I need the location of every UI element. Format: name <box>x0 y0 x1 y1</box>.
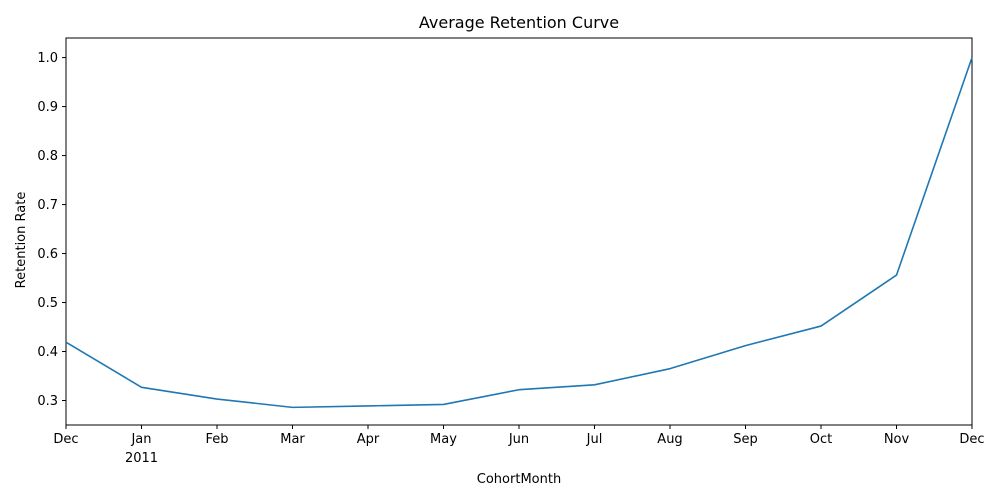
x-tick-label: Sep <box>733 432 758 447</box>
x-tick-label: Dec <box>53 432 78 447</box>
chart-title: Average Retention Curve <box>419 13 619 32</box>
x-tick-label: Nov <box>884 432 910 447</box>
series-line <box>65 57 973 409</box>
plot-area: 0.3 0.4 0.5 0.6 0.7 0.8 0.9 1.0 Dec Jan 2011 Feb Mar… <box>37 37 985 466</box>
x-axis-label: CohortMonth <box>477 472 561 487</box>
y-tick-label: 0.5 <box>37 296 58 311</box>
x-tick-label: Jun <box>508 432 529 447</box>
x-tick-label: Jan <box>130 432 151 447</box>
y-axis-label: Retention Rate <box>14 192 29 289</box>
y-tick-label: 1.0 <box>37 51 58 66</box>
x-tick-label: Dec <box>959 432 984 447</box>
x-tick-label: Feb <box>205 432 228 447</box>
y-tick-label: 0.7 <box>37 198 58 213</box>
y-tick-label: 0.4 <box>37 345 58 360</box>
x-tick-label: Apr <box>357 432 380 447</box>
x-tick-label: Jul <box>586 432 603 447</box>
y-tick-label: 0.6 <box>37 247 58 262</box>
x-tick-year-label: 2011 <box>125 451 158 466</box>
y-tick-label: 0.3 <box>37 394 58 409</box>
y-tick-label: 0.9 <box>37 100 58 115</box>
x-tick-label: May <box>430 432 457 447</box>
y-tick-label: 0.8 <box>37 149 58 164</box>
x-tick-label: Oct <box>810 432 832 447</box>
axes-frame <box>65 37 973 426</box>
x-tick-label: Aug <box>657 432 682 447</box>
x-tick-label: Mar <box>280 432 305 447</box>
